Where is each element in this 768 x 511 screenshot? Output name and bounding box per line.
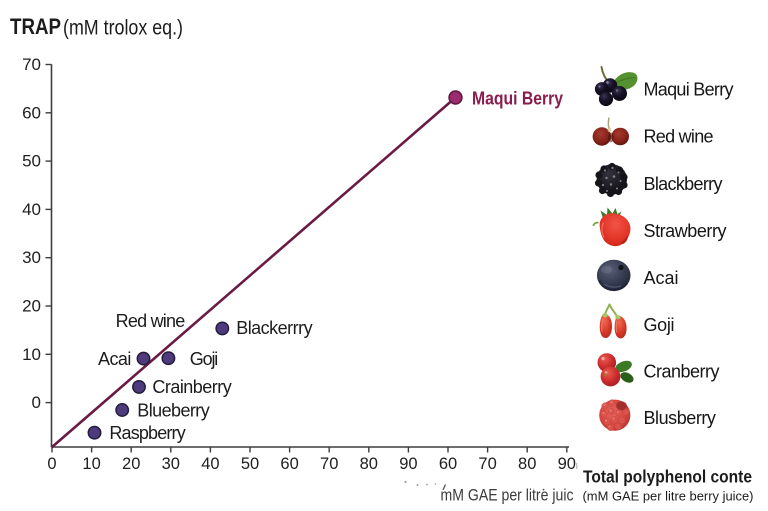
svg-text:70: 70: [478, 455, 496, 473]
svg-text:90: 90: [558, 455, 576, 473]
svg-text:60: 60: [439, 455, 457, 473]
svg-text:30: 30: [162, 455, 180, 473]
svg-text:10: 10: [82, 455, 100, 473]
svg-text:Strawberry: Strawberry: [644, 221, 727, 241]
svg-text:80: 80: [360, 455, 378, 473]
svg-text:Goji: Goji: [644, 315, 675, 335]
svg-text:0: 0: [47, 455, 56, 473]
svg-text:60: 60: [22, 103, 41, 122]
svg-text:Acai: Acai: [644, 268, 679, 288]
svg-text:60: 60: [280, 455, 298, 473]
svg-text:40: 40: [22, 200, 41, 219]
svg-text:Raspberry: Raspberry: [109, 423, 185, 443]
svg-text:Crainberry: Crainberry: [152, 377, 231, 397]
svg-text:Red wine: Red wine: [116, 311, 186, 331]
svg-text:70: 70: [22, 55, 41, 74]
svg-text:70: 70: [320, 455, 338, 473]
svg-text:Maqui Berry: Maqui Berry: [644, 79, 734, 99]
svg-text:80: 80: [518, 455, 536, 473]
svg-text:Blackerrry: Blackerrry: [236, 318, 312, 338]
svg-text:40: 40: [201, 455, 219, 473]
svg-text:Total polyphenol conte: Total polyphenol conte: [583, 466, 752, 486]
svg-text:Blusberry: Blusberry: [644, 408, 716, 428]
svg-text:mM GAE per litre juic: mM GAE per litre juic: [441, 487, 574, 505]
svg-text:0: 0: [32, 393, 41, 412]
svg-text:20: 20: [122, 455, 140, 473]
svg-text:50: 50: [22, 152, 41, 171]
svg-text:Maqui Berry: Maqui Berry: [472, 88, 564, 109]
svg-text:(mM GAE per litre berry juice): (mM GAE per litre berry juice): [583, 489, 754, 504]
svg-text:Blueberry: Blueberry: [137, 400, 209, 420]
svg-text:10: 10: [22, 345, 41, 364]
svg-text:Goji: Goji: [190, 349, 219, 369]
svg-text:30: 30: [22, 248, 41, 267]
svg-text:Red wine: Red wine: [644, 126, 714, 146]
svg-text:TRAP: TRAP: [10, 14, 61, 39]
svg-text:50: 50: [241, 455, 259, 473]
svg-text:90: 90: [399, 455, 417, 473]
svg-text:Acai: Acai: [98, 349, 131, 369]
svg-text:(mM trolox eq.): (mM trolox eq.): [63, 17, 183, 40]
svg-text:20: 20: [22, 297, 41, 316]
svg-text:Blackberry: Blackberry: [644, 174, 723, 194]
svg-text:Cranberry: Cranberry: [644, 361, 720, 381]
